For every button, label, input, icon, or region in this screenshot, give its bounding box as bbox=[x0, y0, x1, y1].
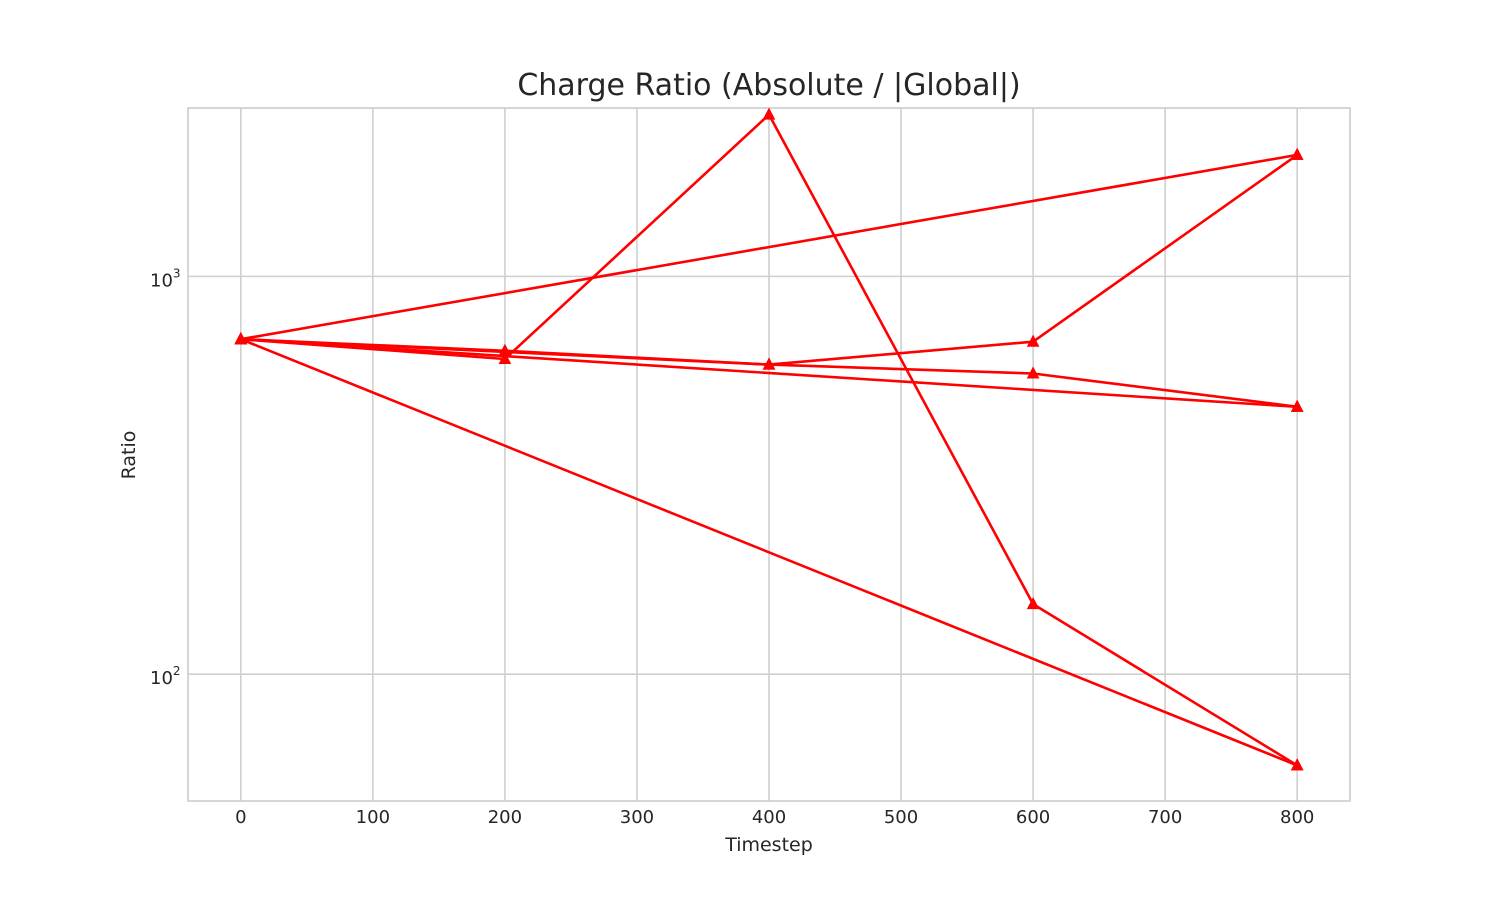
x-tick-label: 800 bbox=[1280, 807, 1314, 828]
triangle-marker bbox=[1290, 399, 1304, 412]
data-markers bbox=[234, 107, 1304, 771]
triangle-marker bbox=[498, 343, 512, 356]
y-axis-label: Ratio bbox=[118, 431, 140, 480]
triangle-marker bbox=[1290, 147, 1304, 160]
triangle-marker bbox=[1026, 366, 1040, 379]
triangle-marker bbox=[762, 357, 776, 370]
y-tick-labels: 102 103 bbox=[150, 266, 181, 689]
series-line bbox=[239, 153, 1299, 341]
x-tick-label: 300 bbox=[620, 807, 654, 828]
triangle-marker bbox=[1026, 597, 1040, 610]
series-line bbox=[239, 337, 1299, 409]
y-tick-label: 103 bbox=[150, 266, 181, 291]
series-line bbox=[239, 337, 1299, 767]
triangle-marker bbox=[1026, 334, 1040, 347]
x-tick-label: 600 bbox=[1016, 807, 1050, 828]
x-tick-labels: 0 100 200 300 400 500 600 700 800 bbox=[235, 807, 1314, 828]
x-tick-label: 500 bbox=[884, 807, 918, 828]
triangle-marker bbox=[234, 332, 248, 345]
triangle-marker bbox=[762, 107, 776, 120]
x-tick-label: 0 bbox=[235, 807, 246, 828]
y-tick-label: 102 bbox=[150, 664, 181, 689]
x-axis-label: Timestep bbox=[724, 834, 813, 856]
x-tick-label: 100 bbox=[356, 807, 390, 828]
x-tick-label: 200 bbox=[488, 807, 522, 828]
x-tick-label: 700 bbox=[1148, 807, 1182, 828]
triangle-marker bbox=[1290, 758, 1304, 771]
chart-title: Charge Ratio (Absolute / |Global|) bbox=[517, 68, 1020, 103]
triangle-marker bbox=[498, 351, 512, 364]
grid bbox=[188, 108, 1350, 801]
x-tick-label: 400 bbox=[752, 807, 786, 828]
